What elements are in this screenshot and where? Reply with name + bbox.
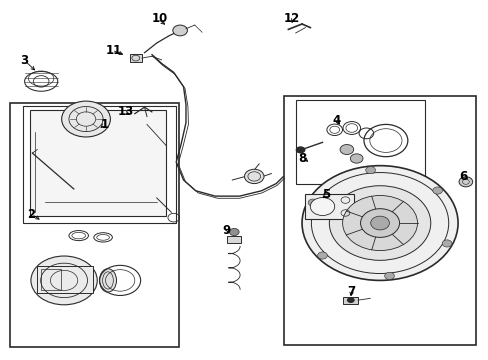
Ellipse shape	[99, 269, 116, 292]
Circle shape	[370, 216, 388, 230]
Circle shape	[384, 273, 394, 279]
Circle shape	[61, 101, 110, 137]
Circle shape	[458, 177, 472, 187]
Circle shape	[172, 25, 187, 36]
Circle shape	[349, 154, 362, 163]
Text: 3: 3	[20, 54, 28, 67]
Text: 10: 10	[152, 12, 168, 25]
Bar	[227, 235, 241, 243]
Circle shape	[317, 252, 326, 259]
Bar	[283, 96, 475, 345]
Circle shape	[346, 297, 354, 303]
Text: 1: 1	[101, 118, 108, 131]
Circle shape	[302, 166, 457, 280]
Bar	[30, 110, 166, 216]
Circle shape	[31, 256, 97, 305]
Circle shape	[310, 198, 334, 216]
Circle shape	[244, 169, 264, 184]
Circle shape	[365, 167, 375, 174]
Bar	[37, 266, 93, 293]
Bar	[130, 54, 142, 62]
Bar	[10, 103, 178, 347]
Bar	[22, 107, 176, 223]
Bar	[41, 269, 61, 291]
Text: 2: 2	[27, 208, 36, 221]
Text: 7: 7	[346, 285, 354, 298]
Circle shape	[295, 146, 305, 153]
Circle shape	[441, 240, 451, 247]
Circle shape	[329, 186, 430, 260]
Text: 4: 4	[331, 114, 340, 127]
Text: 12: 12	[283, 12, 299, 25]
Circle shape	[342, 195, 417, 251]
Text: 11: 11	[105, 44, 122, 57]
Circle shape	[339, 144, 353, 154]
Circle shape	[307, 199, 317, 206]
Text: 6: 6	[458, 170, 467, 183]
Bar	[295, 100, 424, 184]
Bar	[343, 297, 357, 304]
Text: 13: 13	[118, 105, 134, 118]
Text: 9: 9	[222, 224, 230, 237]
Circle shape	[229, 228, 239, 235]
Text: 5: 5	[322, 188, 330, 201]
Circle shape	[360, 209, 399, 237]
Bar	[305, 194, 353, 219]
Text: 8: 8	[298, 152, 306, 165]
Circle shape	[432, 187, 442, 194]
